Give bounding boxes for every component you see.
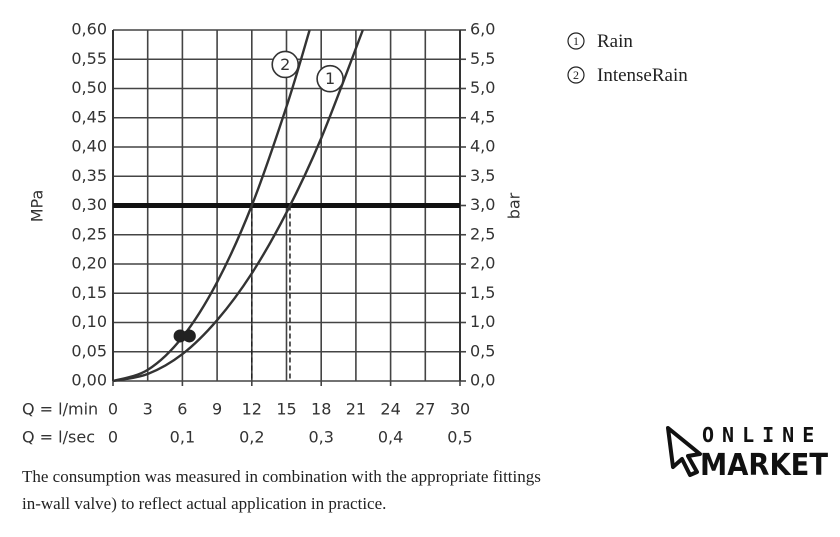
y2-tick-label: 2,5 [470,224,495,243]
y2-tick-label: 5,0 [470,78,495,97]
y2-tick-label: 6,0 [470,20,495,39]
logo-icon [666,426,702,477]
x-tick-label: 0 [108,400,118,419]
x2-tick-label: 0,1 [170,428,195,447]
point [182,329,196,343]
y-tick-label: 0,10 [71,312,107,331]
logo-text: MARKET [700,448,828,483]
x-tick-label: 6 [177,400,187,419]
y-tick-label: 0,20 [71,254,107,273]
x-tick-label: 21 [346,400,366,419]
y2-tick-label: 4,0 [470,137,495,156]
x-tick-label: 24 [380,400,400,419]
x-tick-label: 12 [242,400,262,419]
y-tick-label: 0,15 [71,283,107,302]
x2-tick-label: 0,3 [308,428,333,447]
y2-tick-label: 3,5 [470,166,495,185]
y-tick-label: 0,35 [71,166,107,185]
x-tick-label: 9 [212,400,222,419]
x-tick-label: 18 [311,400,331,419]
legend-marker-label: 1 [573,34,579,48]
logo: ONLINE MARKET [652,415,840,490]
x2-tick-label: 0 [108,428,118,447]
y-tick-label: 0,45 [71,107,107,126]
y2-tick-label: 4,5 [470,107,495,126]
legend-label: Rain [597,31,633,52]
plot: 12 [112,29,466,386]
x2-tick-label: 0,2 [239,428,264,447]
point [173,329,187,343]
y-tick-label: 0,50 [71,78,107,97]
y-tick-label: 0,30 [71,195,107,214]
y-tick-label: 0,55 [71,49,107,68]
y-tick-label: 0,40 [71,137,107,156]
y2-tick-label: 0,0 [470,371,495,390]
y2-tick-label: 1,5 [470,283,495,302]
curve-label-circle [316,64,344,93]
curve-label: 2 [280,55,290,74]
y2-tick-label: 1,0 [470,312,495,331]
curve-label-circle [271,50,300,79]
x-tick-label: 15 [276,400,296,419]
x-tick-label: 3 [143,400,153,419]
caption: in-wall valve) to reflect actual applica… [22,494,386,513]
legend-marker [567,32,585,50]
y-tick-label: 0,25 [71,224,107,243]
legend-marker-label: 2 [573,68,579,82]
curve [112,29,311,383]
y2-axis-label: bar [505,192,524,219]
curve-label: 1 [325,69,335,88]
legend-marker [567,66,585,84]
x2-axis-label: Q = l/sec [22,428,95,447]
y-tick-label: 0,60 [71,20,107,39]
x-tick-label: 30 [450,400,470,419]
x-axis-label: Q = l/min [22,400,98,419]
y-tick-label: 0,00 [71,371,107,390]
x-tick-label: 27 [415,400,435,419]
y-axis-label: MPa [28,190,47,223]
legend-label: IntenseRain [597,65,688,86]
caption: The consumption was measured in combinat… [22,467,541,486]
y-tick-label: 0,05 [71,341,107,360]
curve [112,29,364,383]
y2-tick-label: 3,0 [470,195,495,214]
x2-tick-label: 0,5 [447,428,472,447]
y2-tick-label: 2,0 [470,254,495,273]
y2-tick-label: 5,5 [470,49,495,68]
logo-text: ONLINE [702,423,822,447]
y2-tick-label: 0,5 [470,341,495,360]
x2-tick-label: 0,4 [378,428,403,447]
